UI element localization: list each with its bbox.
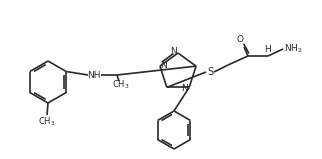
Text: N: N [181,84,187,93]
Text: NH: NH [87,70,101,80]
Text: NH$_2$: NH$_2$ [284,43,302,55]
Text: O: O [236,35,243,44]
Text: S: S [207,67,213,77]
Text: N: N [161,61,167,70]
Text: CH$_3$: CH$_3$ [38,116,56,128]
Text: H: H [265,45,271,53]
Text: N: N [171,48,177,56]
Text: CH$_3$: CH$_3$ [112,79,130,91]
